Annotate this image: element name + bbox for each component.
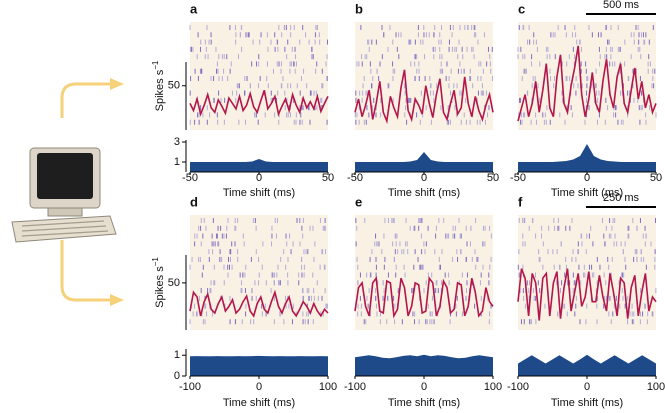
correlogram-area: [190, 159, 328, 172]
x-tick-label: 100: [647, 381, 665, 393]
x-tick-label: 100: [319, 381, 337, 393]
raster-background: [355, 215, 493, 330]
x-tick-label: -50: [510, 172, 526, 184]
rate-trace: [354, 276, 494, 319]
panel-letter: f: [518, 194, 523, 209]
rate-trace: [517, 45, 657, 122]
scale-bar-label: 500 ms: [603, 0, 640, 11]
x-axis-label: Time shift (ms): [551, 397, 623, 409]
x-tick-label: 0: [421, 381, 427, 393]
x-axis-label: Time shift (ms): [223, 397, 295, 409]
rate-trace: [189, 289, 329, 318]
x-tick-label: 50: [487, 172, 499, 184]
y-tick-label: 50: [168, 80, 180, 92]
screen: [37, 153, 93, 199]
x-tick-label: 0: [584, 172, 590, 184]
raster: [189, 218, 328, 325]
y-axis-label-sup: −1: [151, 60, 160, 70]
raster-background: [190, 22, 328, 130]
y-tick-label: 1: [174, 349, 180, 361]
x-tick-label: 50: [650, 172, 662, 184]
x-axis-label: Time shift (ms): [388, 187, 460, 199]
arrow-line: [60, 82, 112, 118]
x-tick-label: -100: [507, 381, 529, 393]
rate-trace: [517, 268, 657, 321]
x-tick-label: 0: [256, 381, 262, 393]
x-axis-label: Time shift (ms): [551, 187, 623, 199]
rate-trace: [354, 69, 494, 125]
panel-letter: e: [355, 194, 362, 209]
y-tick-label: 50: [168, 277, 180, 289]
keys: [21, 220, 109, 237]
correlogram-area: [355, 354, 493, 376]
panel-letter: b: [355, 1, 363, 16]
x-tick-label: -50: [347, 172, 363, 184]
x-axis-label: Time shift (ms): [223, 187, 295, 199]
correlogram-area: [355, 152, 493, 172]
computer: [11, 78, 124, 306]
x-axis-label: Time shift (ms): [388, 397, 460, 409]
correlogram-area: [518, 354, 656, 376]
y-axis-label-sup: −1: [151, 257, 160, 267]
scale-bar-label: 250 ms: [603, 192, 640, 204]
arrow-line: [60, 240, 112, 302]
panel-letter: d: [190, 194, 198, 209]
y-axis-label: Spikes s−1: [151, 60, 166, 111]
y-tick-label: 3: [174, 136, 180, 148]
x-tick-label: -50: [182, 172, 198, 184]
x-tick-label: 0: [421, 172, 427, 184]
x-tick-label: 50: [322, 172, 334, 184]
y-tick-label: 1: [174, 156, 180, 168]
x-tick-label: -100: [179, 381, 201, 393]
correlogram-area: [518, 144, 656, 172]
rate-trace: [189, 89, 329, 117]
correlogram-area: [190, 355, 328, 376]
y-tick-label: 0: [174, 370, 180, 382]
raster: [517, 218, 657, 325]
y-axis-label-text: Spikes s: [154, 69, 166, 111]
panel-letter: c: [518, 1, 525, 16]
raster: [354, 25, 493, 125]
x-tick-label: 0: [584, 381, 590, 393]
x-tick-label: 100: [484, 381, 502, 393]
x-tick-label: -100: [344, 381, 366, 393]
y-axis-label: Spikes s−1: [151, 257, 166, 308]
panel-letter: a: [190, 1, 198, 16]
monitor-base: [47, 207, 83, 217]
x-tick-label: 0: [256, 172, 262, 184]
arrow-head: [110, 78, 124, 90]
arrow-head: [110, 294, 124, 306]
y-axis-label-text: Spikes s: [154, 266, 166, 308]
